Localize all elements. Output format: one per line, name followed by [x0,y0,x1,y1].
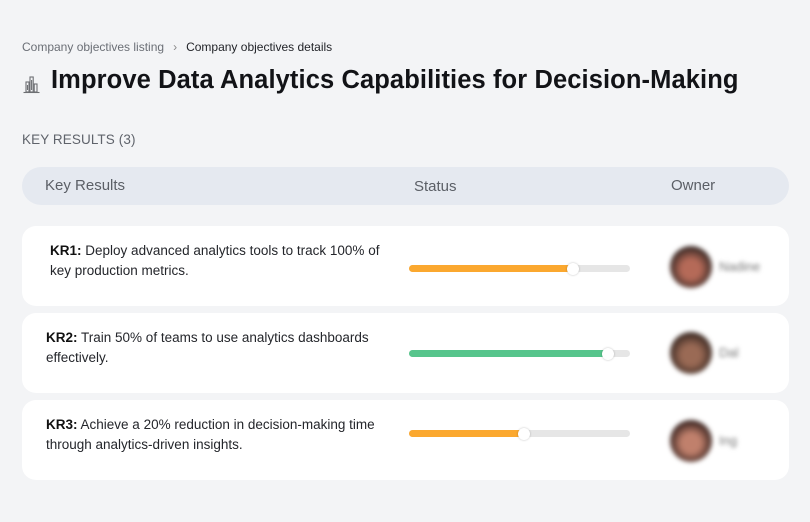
breadcrumb-current-page: Company objectives details [186,40,333,54]
progress-fill [409,265,573,272]
key-result-row[interactable]: KR2: Train 50% of teams to use analytics… [22,313,789,393]
building-chart-icon [22,74,41,94]
owner-name: Dal [719,345,739,360]
column-header-key-results: Key Results [45,177,126,194]
chevron-right-icon: › [173,40,178,54]
key-result-id: KR3: [46,417,78,432]
key-results-count-label: KEY RESULTS (3) [22,132,136,147]
owner-name: Nadine [719,259,761,274]
progress-slider-handle[interactable] [517,427,530,440]
status-progress-bar [409,262,630,275]
page-title: Improve Data Analytics Capabilities for … [51,66,739,94]
progress-fill [409,350,608,357]
column-header-owner: Owner [671,177,716,194]
objective-header: Improve Data Analytics Capabilities for … [22,66,739,95]
key-result-description: KR2: Train 50% of teams to use analytics… [46,328,376,368]
owner-avatar[interactable] [670,420,712,462]
key-result-text: Train 50% of teams to use analytics dash… [46,330,369,365]
status-progress-bar [409,427,630,440]
status-progress-bar [409,347,630,360]
key-result-row[interactable]: KR3: Achieve a 20% reduction in decision… [22,400,789,480]
progress-fill [409,430,524,437]
progress-slider-handle[interactable] [566,262,579,275]
key-result-text: Deploy advanced analytics tools to track… [50,243,380,278]
key-result-text: Achieve a 20% reduction in decision-maki… [46,417,375,452]
key-result-description: KR3: Achieve a 20% reduction in decision… [46,415,376,455]
breadcrumb: Company objectives listing › Company obj… [22,40,332,54]
key-results-table-header: Key Results Status Owner [22,167,789,205]
key-result-id: KR2: [46,330,78,345]
key-result-id: KR1: [50,243,82,258]
key-result-row[interactable]: KR1: Deploy advanced analytics tools to … [22,226,789,306]
column-header-status: Status [414,178,457,195]
progress-slider-handle[interactable] [601,347,614,360]
breadcrumb-link-objectives-listing[interactable]: Company objectives listing [22,40,165,54]
owner-name: Ing [719,433,738,448]
key-result-description: KR1: Deploy advanced analytics tools to … [50,241,380,281]
owner-avatar[interactable] [670,246,712,288]
owner-avatar[interactable] [670,332,712,374]
